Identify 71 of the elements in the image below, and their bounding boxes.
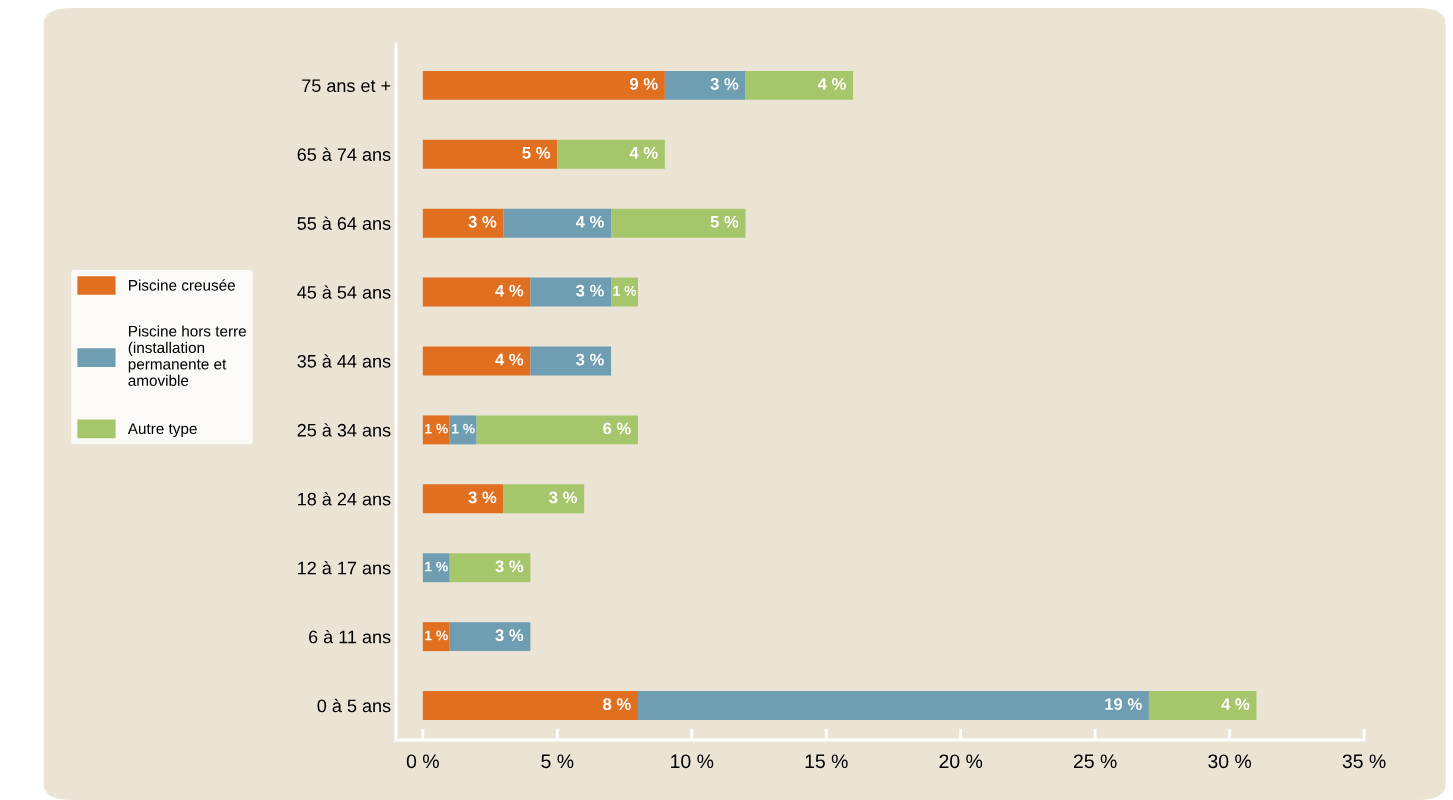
data-label: 1 %: [452, 423, 475, 434]
bar: [422, 70, 665, 100]
data-label: 3 %: [576, 353, 604, 366]
bar: [449, 415, 477, 445]
bar: [530, 277, 612, 307]
y-tick-label: 25 à 34 ans: [297, 423, 391, 437]
data-label: 4 %: [817, 78, 846, 90]
data-label: 3 %: [468, 491, 497, 504]
y-tick-label: 0 à 5 ans: [317, 698, 391, 713]
bar: [664, 70, 746, 100]
data-label: 1 %: [425, 561, 448, 572]
bar: [449, 553, 531, 583]
bar: [611, 277, 638, 307]
data-label: 3 %: [576, 284, 604, 297]
data-label: 9 %: [630, 78, 658, 90]
x-tick-label: 10 %: [671, 754, 714, 769]
data-label: 6 %: [603, 422, 631, 435]
data-label: 3 %: [710, 78, 739, 90]
y-tick-label: 55 à 64 ans: [297, 216, 391, 230]
legend-label: Autre type: [127, 423, 197, 438]
bar: [611, 208, 746, 238]
bar: [422, 622, 450, 652]
bar: [637, 691, 1149, 721]
bar: [530, 346, 612, 376]
bar: [745, 70, 854, 100]
data-label: 3 %: [468, 215, 497, 228]
bar: [422, 208, 504, 238]
bar: [422, 139, 558, 169]
legend-label: Piscine hors terre (installation permanente et amovible: [128, 325, 246, 386]
data-label: 4 %: [1221, 698, 1250, 710]
data-label: 5 %: [710, 215, 739, 228]
data-label: 3 %: [495, 629, 524, 642]
y-tick-label: 18 à 24 ans: [298, 492, 391, 506]
data-label: 4 %: [495, 284, 524, 297]
data-label: 1 %: [425, 630, 448, 641]
bar: [1148, 691, 1257, 721]
data-label: 3 %: [549, 491, 578, 504]
bar: [503, 484, 585, 514]
y-tick-label: 12 à 17 ans: [298, 560, 391, 575]
bar: [422, 484, 504, 514]
bar: [422, 277, 531, 307]
bar: [422, 691, 638, 721]
y-tick-label: 35 à 44 ans: [297, 354, 391, 368]
data-label: 1 %: [425, 423, 448, 434]
bar: [422, 415, 450, 445]
x-tick-label: 30 %: [1208, 754, 1252, 769]
data-label: 8 %: [603, 698, 631, 711]
x-tick-label: 20 %: [939, 754, 983, 769]
bar: [422, 346, 531, 376]
data-label: 5 %: [522, 146, 551, 159]
bar: [476, 415, 638, 445]
y-tick-label: 75 ans et +: [302, 79, 391, 93]
x-tick-label: 35 %: [1342, 754, 1386, 769]
data-label: 4 %: [629, 146, 658, 159]
y-tick-label: 65 à 74 ans: [297, 147, 391, 161]
data-label: 19 %: [1105, 698, 1142, 711]
bar: [449, 622, 531, 652]
bar: [503, 208, 612, 238]
bar: [557, 139, 665, 169]
x-tick-label: 15 %: [805, 754, 848, 769]
legend-label: Piscine creusée: [129, 279, 235, 291]
x-tick-label: 25 %: [1073, 754, 1117, 769]
x-tick-label: 5 %: [541, 754, 574, 769]
data-label: 4 %: [495, 353, 524, 366]
data-label: 4 %: [575, 215, 604, 228]
x-tick-label: 0 %: [406, 754, 439, 769]
data-label: 3 %: [495, 560, 524, 573]
y-tick-label: 45 à 54 ans: [297, 285, 391, 299]
data-label: 1 %: [613, 286, 637, 296]
y-tick-label: 6 à 11 ans: [309, 629, 391, 644]
bar: [422, 553, 450, 583]
